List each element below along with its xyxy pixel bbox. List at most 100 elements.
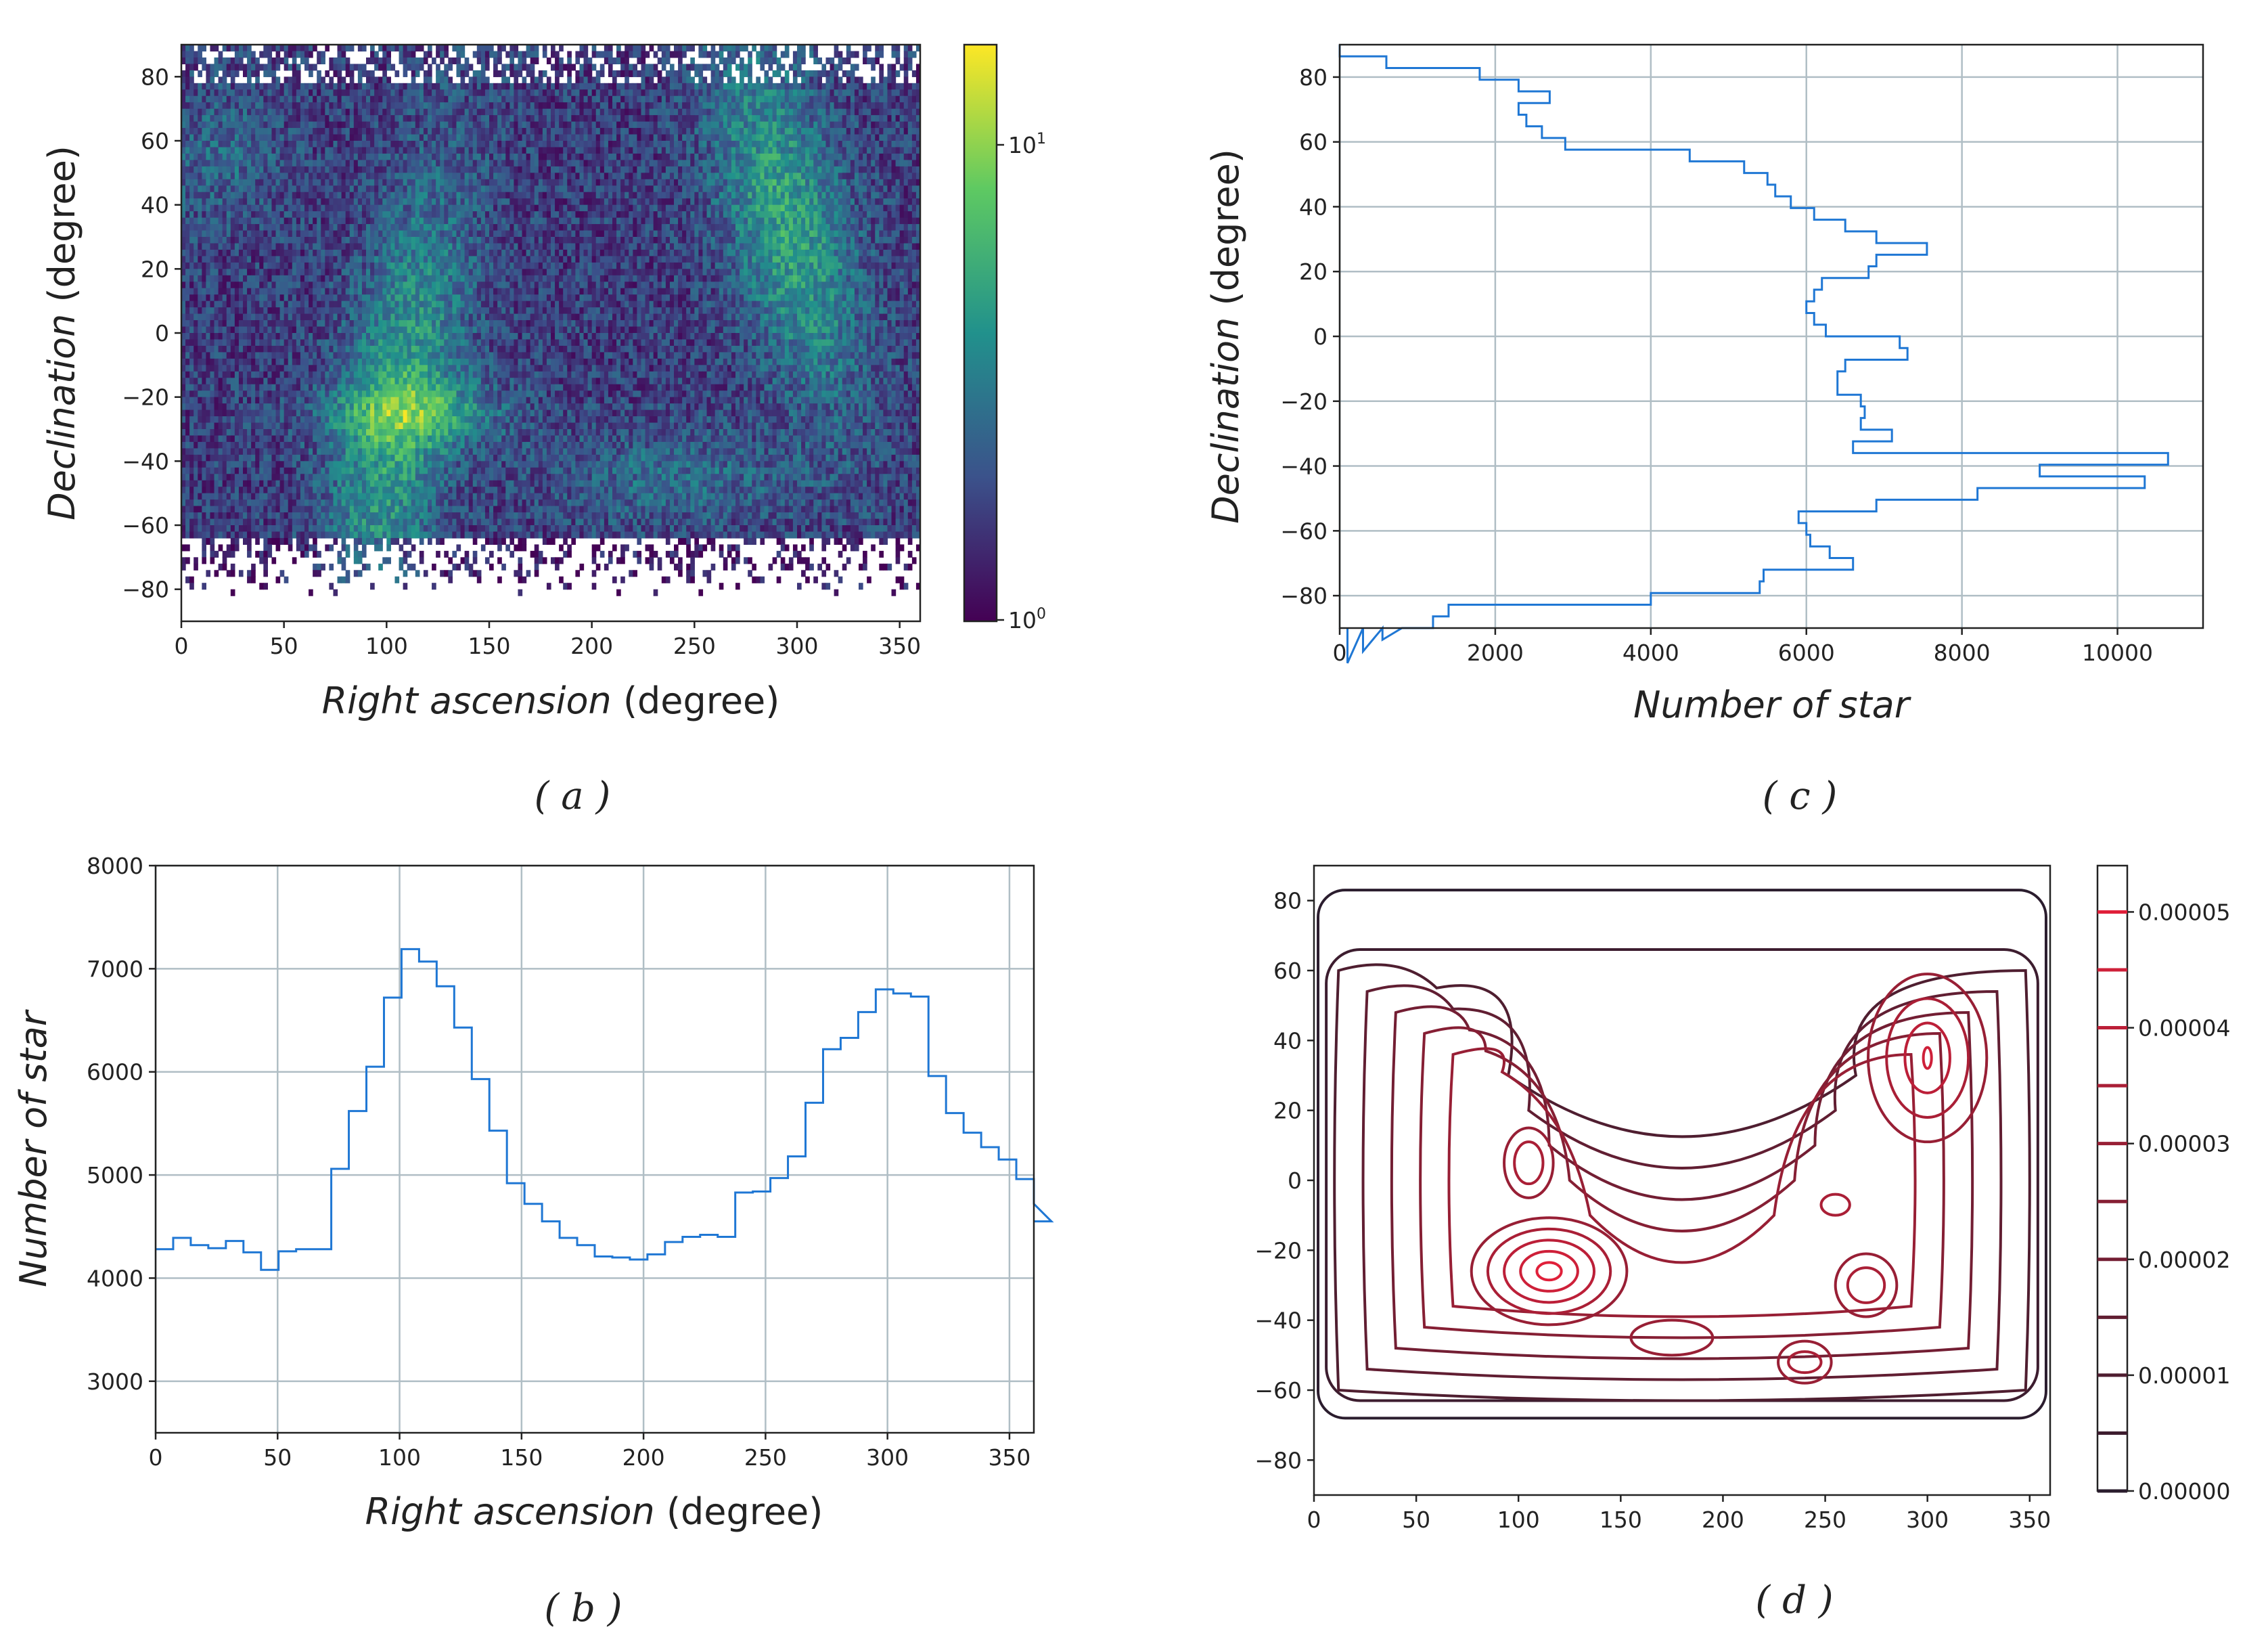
panel-b-ytick-label: 6000 <box>87 1059 143 1086</box>
panel-a-ytick-label: −20 <box>122 384 169 411</box>
panel-c-ytick-label: −40 <box>1280 453 1328 480</box>
panel-d-colorbar-tick-label: 0.00005 <box>2138 899 2230 925</box>
contour-line <box>1419 1026 1945 1339</box>
panel-c-xtick-label: 6000 <box>1778 640 1835 666</box>
panel-b-xtick-label: 100 <box>378 1444 421 1471</box>
panel-d-ytick-label: 0 <box>1288 1167 1302 1194</box>
panel-d-colorbar-tick-label: 0.00003 <box>2138 1131 2230 1157</box>
panel-c-xtick-label: 0 <box>1333 640 1347 666</box>
panel-a-xtick-label: 50 <box>270 633 298 659</box>
panel-a-ytick-label: −40 <box>122 448 169 474</box>
contour-peak-minor <box>1513 1140 1545 1186</box>
panel-d-xtick-label: 100 <box>1497 1507 1540 1533</box>
panel-d-ytick-label: 20 <box>1273 1098 1302 1124</box>
panel-b-xtick-label: 300 <box>866 1444 909 1471</box>
panel-b: 0 50 100 150 200 250 300 350 3000 4000 5000 6000 700… <box>12 853 1054 1630</box>
panel-d-colorbar-tick-label: 0.00004 <box>2138 1015 2230 1042</box>
contour-peak-main <box>1535 1261 1563 1282</box>
panel-c-ytick-label: −20 <box>1280 388 1328 415</box>
panel-b-xtick-label: 250 <box>744 1444 787 1471</box>
panel-c-ytick-label: 80 <box>1299 64 1328 91</box>
panel-a-ticks: 0 50 100 150 200 250 300 350806040200−20−40−60−… <box>122 64 921 659</box>
contour-peak-minor <box>1834 1252 1899 1318</box>
contour-peak-minor <box>1629 1318 1715 1357</box>
heatmap-cells <box>181 45 920 596</box>
caption-c: ( c ) <box>1763 774 1838 818</box>
panel-b-grid <box>154 864 1034 1433</box>
panel-c: 0 2000 4000 6000 8000 10000 80 60 40 20 0 −20 −40 −60… <box>1204 43 2204 818</box>
contour-peak-main <box>1486 1227 1612 1315</box>
contour-peak-minor <box>1787 1350 1823 1375</box>
contour-peak-north <box>1867 973 1989 1144</box>
panel-d: 0 50 100 150 200 250 300 350806040200−20−40−60−… <box>1254 864 2230 1622</box>
contour-peak-north <box>1903 1021 1951 1094</box>
panel-b-ytick-label: 7000 <box>87 956 143 982</box>
caption-d: ( d ) <box>1755 1578 1833 1622</box>
panel-b-xtick-label: 350 <box>988 1444 1030 1471</box>
contour-peak-north <box>1885 997 1970 1119</box>
panel-a-xtick-label: 200 <box>570 633 613 659</box>
panel-d-ytick-label: −20 <box>1254 1237 1302 1264</box>
panel-a-xtick-label: 300 <box>776 633 819 659</box>
contour-line <box>1317 889 2047 1420</box>
panel-b-ytick-label: 5000 <box>87 1162 143 1188</box>
panel-a-ytick-label: 20 <box>141 256 169 282</box>
panel-c-ticks: 0 2000 4000 6000 8000 10000 80 60 40 20 0 −20 −40 −60… <box>1280 64 2153 666</box>
panel-d-xtick-label: 150 <box>1600 1507 1642 1533</box>
panel-a-xtick-label: 150 <box>468 633 511 659</box>
panel-d-colorbar <box>2096 864 2129 1492</box>
panel-b-xtick-label: 50 <box>263 1444 292 1471</box>
panel-d-xtick-label: 0 <box>1307 1507 1321 1533</box>
contour-peak-main <box>1503 1239 1596 1304</box>
panel-d-ytick-label: −40 <box>1254 1308 1302 1334</box>
panel-d-xtick-label: 200 <box>1702 1507 1744 1533</box>
panel-b-xtick-label: 200 <box>622 1444 665 1471</box>
panel-a-colorbar-frame <box>963 43 998 623</box>
caption-a: ( a ) <box>535 774 611 818</box>
panel-d-contours <box>1317 889 2047 1420</box>
panel-a-ytick-label: 0 <box>155 320 169 347</box>
panel-c-xtick-label: 2000 <box>1467 640 1524 666</box>
panel-c-xtick-label: 10000 <box>2082 640 2153 666</box>
contour-peak-minor <box>1503 1126 1555 1199</box>
panel-d-xtick-label: 300 <box>1906 1507 1949 1533</box>
panel-d-colorbar-tick-label: 0.00001 <box>2138 1362 2230 1389</box>
panel-c-ytick-label: −60 <box>1280 518 1328 544</box>
panel-d-ytick-label: −80 <box>1254 1447 1302 1473</box>
colorbar-tick-10-0: 100 <box>1008 606 1046 633</box>
panel-a-ytick-label: 80 <box>141 64 169 90</box>
panel-c-ytick-label: 0 <box>1313 324 1328 350</box>
panel-a-ytick-label: 60 <box>141 128 169 154</box>
panel-a-xtick-label: 350 <box>878 633 921 659</box>
panel-a-xtick-label: 100 <box>365 633 408 659</box>
panel-b-frame <box>154 864 1035 1434</box>
panel-b-xlabel: Right ascension (degree) <box>365 1490 823 1533</box>
panel-a: 0 50 100 150 200 250 300 350806040200−20−40−60−… <box>41 43 1046 818</box>
panel-d-xtick-label: 50 <box>1402 1507 1430 1533</box>
caption-b: ( b ) <box>544 1586 622 1630</box>
panel-a-xlabel: Right ascension (degree) <box>322 680 780 722</box>
panel-d-xtick-label: 350 <box>2008 1507 2051 1533</box>
panel-c-xtick-label: 8000 <box>1934 640 1991 666</box>
panel-a-ylabel: Declination (degree) <box>41 146 83 520</box>
panel-d-ytick-label: −60 <box>1254 1377 1302 1404</box>
panel-d-colorbar-tick-label: 0.00002 <box>2138 1247 2230 1273</box>
contour-peak-main <box>1519 1249 1579 1293</box>
contour-line <box>1325 948 2039 1402</box>
panel-d-ytick-label: 60 <box>1273 958 1302 984</box>
panel-c-ytick-label: 20 <box>1299 259 1328 285</box>
panel-c-xlabel: Number of star <box>1633 684 1911 726</box>
panel-a-colorbar <box>964 45 997 621</box>
panel-a-ytick-label: −80 <box>122 577 169 603</box>
panel-d-ytick-label: 40 <box>1273 1027 1302 1054</box>
panel-b-ytick-label: 8000 <box>87 853 143 879</box>
contour-peak-minor <box>1819 1193 1851 1217</box>
panel-b-ytick-label: 4000 <box>87 1265 143 1291</box>
panel-c-ytick-label: −80 <box>1280 583 1328 609</box>
contour-peak-main <box>1470 1216 1629 1327</box>
panel-c-xtick-label: 4000 <box>1623 640 1679 666</box>
panel-c-ylabel: Declination (degree) <box>1204 149 1247 524</box>
contour-line <box>1333 963 2031 1402</box>
panel-d-colorbar-levels: 0.00000 0.00001 0.00002 0.00003 0.00004 0.000… <box>2097 899 2230 1505</box>
